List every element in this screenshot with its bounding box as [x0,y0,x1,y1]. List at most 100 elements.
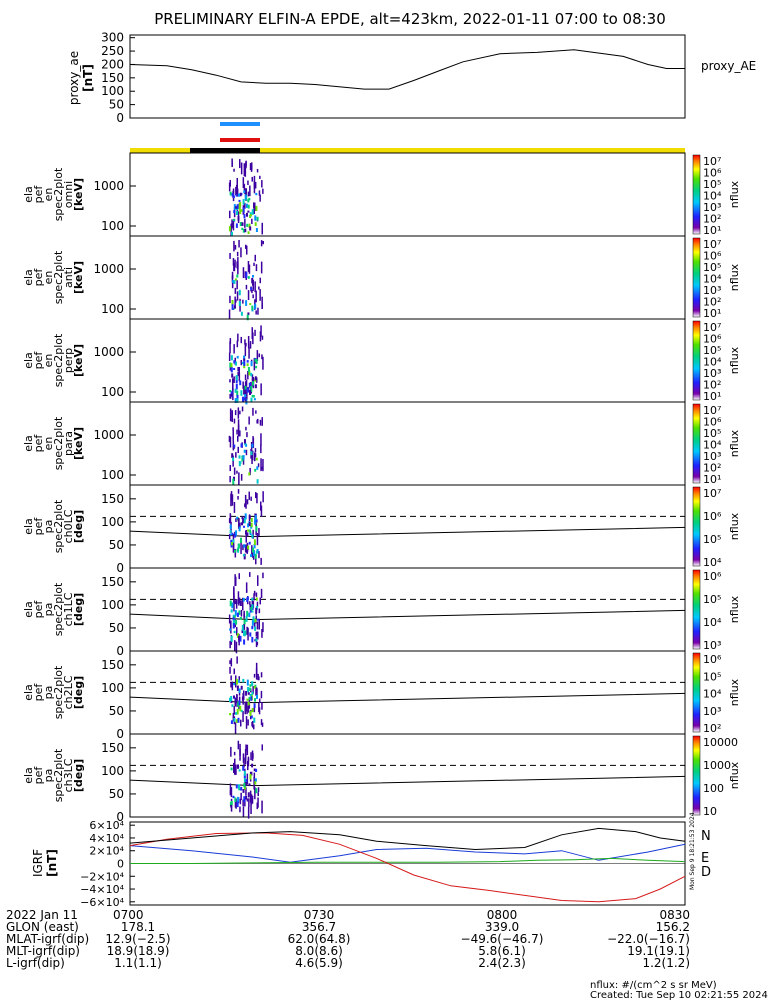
colorbar-tick-label: 10⁶ [703,250,722,263]
spectrogram-streak [259,289,261,301]
spectrogram-pixel [235,719,238,723]
spectrogram-pixel [256,694,258,699]
colorbar-tick-label: 10⁴ [703,439,722,452]
spectrogram-pixel [239,202,242,207]
footer-cell: 156.2 [656,920,690,934]
spectrogram-streak [246,744,249,756]
spec-ylabel: ch0LC [62,509,75,543]
spectrogram-pixel [246,223,249,227]
spectrogram-streak [251,795,254,804]
spectrogram-streak [232,220,235,231]
spectrogram-streak [253,590,256,596]
spectrogram-streak [251,597,254,607]
spectrogram-pixel [249,773,252,780]
spectrogram-streak [229,666,231,674]
spectrogram-pixel [242,678,245,683]
spectrogram-streak [261,180,263,188]
spectrogram-streak [246,626,248,635]
spectrogram-streak [248,798,250,808]
spectrogram-streak [261,303,263,309]
spectrogram-streak [236,340,239,348]
spectrogram-streak [236,429,238,435]
spectrogram-streak [259,331,262,342]
spectrogram-streak [261,466,263,470]
spectrogram-pixel [238,769,241,772]
spectrogram-pixel [230,700,233,703]
spectrogram-pixel [236,394,239,401]
spectrogram-pixel [229,802,232,807]
spectrogram-pixel [250,554,253,558]
spectrogram-pixel [241,227,244,230]
spectrogram-streak [261,722,264,727]
spectrogram-streak [244,165,247,177]
spectrogram-streak [242,597,244,611]
spectrogram-streak [236,291,239,301]
spectrogram-pixel [248,783,251,787]
spectrogram-streak [247,627,249,641]
spectrogram-pixel [248,515,251,520]
spectrogram-streak [260,433,262,446]
spectrogram-streak [260,261,263,274]
spectrogram-streak [245,536,247,543]
spectrogram-pixel [242,518,245,524]
spectrogram-streak [247,703,250,713]
spectrogram-streak [250,166,253,172]
spectrogram-streak [231,410,233,422]
spectrogram-pixel [240,390,243,396]
spectrogram-pixel [229,530,232,533]
spectrogram-streak [245,716,248,729]
spec-ylabel: [deg] [72,593,85,626]
spectrogram-pixel [233,368,236,370]
spectrogram-streak [256,601,259,608]
spectrogram-streak [260,557,262,565]
proxy-tick-label: 50 [109,98,124,112]
spec-ylabel: pef [32,517,45,536]
spectrogram-streak [257,631,259,640]
spectrogram-pixel [247,792,250,798]
igrf-legend-E: E [701,851,709,866]
spectrogram-streak [237,496,239,500]
spec-ylabel: ela [22,352,35,369]
spectrogram-streak [234,697,236,707]
spectrogram-streak [233,596,235,603]
footer-cell: 5.8(6.1) [478,944,526,958]
spectrogram-streak [248,264,251,274]
spectrogram-streak [230,675,232,681]
spectrogram-pixel [251,394,254,398]
spec-frame [129,235,686,320]
spectrogram-pixel [250,451,253,456]
spectrogram-streak [245,244,247,249]
spec-tick-label: 100 [101,385,124,399]
spectrogram-pixel [251,454,254,460]
spectrogram-pixel [243,355,246,361]
spectrogram-pixel [245,615,248,622]
spectrogram-pixel [247,701,250,706]
spectrogram-streak [258,286,260,290]
spectrogram-streak [233,668,235,675]
spectrogram-streak [254,182,257,189]
spectrogram-pixel [249,710,252,717]
spectrogram-pixel [233,444,236,448]
spectrogram-pixel [254,698,256,702]
spec-tick-label: 50 [109,787,124,801]
spectrogram-pixel [242,199,245,205]
spectrogram-pixel [242,455,245,460]
spectrogram-streak [240,541,242,554]
spectrogram-streak [237,435,239,442]
spectrogram-pixel [244,228,247,233]
spectrogram-streak [255,592,258,597]
spectrogram-streak [242,299,244,304]
spectrogram-pixel [253,539,256,546]
spectrogram-streak [259,698,261,703]
spectrogram-streak [248,491,250,500]
spectrogram-pixel [236,398,239,403]
spectrogram-streak [229,210,231,219]
spectrogram-pixel [247,231,250,234]
spectrogram-pixel [255,359,258,364]
spectrogram-pixel [255,525,258,532]
spectrogram-pixel [235,375,238,381]
spectrogram-streak [258,618,260,630]
spectrogram-pixel [235,361,237,366]
